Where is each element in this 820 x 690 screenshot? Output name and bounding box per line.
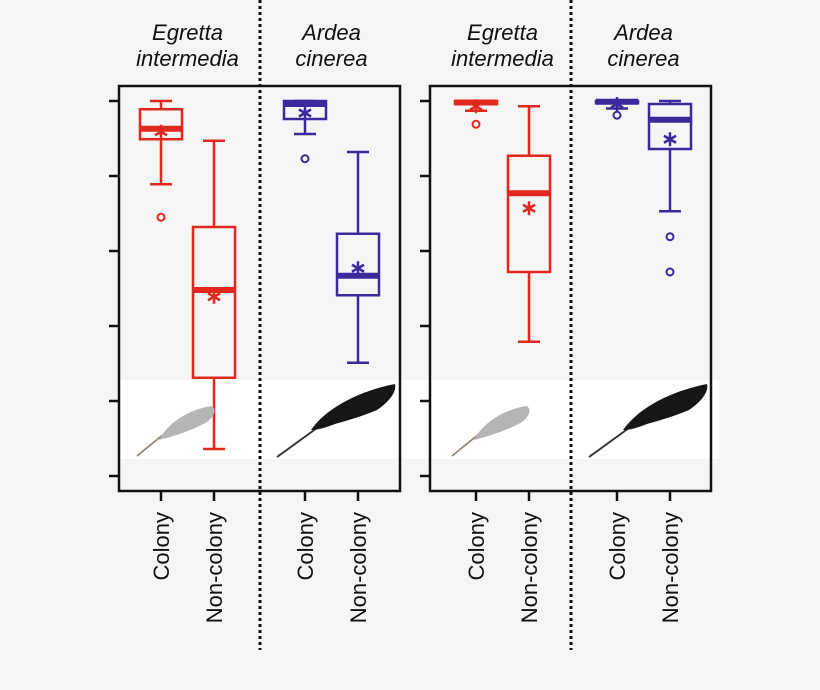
box-colony: Colony: [282, 99, 328, 580]
species-label: Egretta intermedia: [451, 20, 554, 71]
feather-image: [276, 384, 396, 458]
outlier-point: [665, 267, 675, 277]
iqr-box: [647, 102, 693, 151]
species-label: Ardea cinerea: [607, 20, 679, 71]
feather-band: [120, 380, 720, 459]
species-group: Ardea cinerea Colony Non-colony: [282, 20, 381, 623]
species-genus: Ardea: [612, 20, 673, 45]
feather-vane: [474, 406, 530, 440]
mean-marker: [154, 124, 168, 139]
species-genus: Egretta: [152, 20, 223, 45]
mean-stroke: [207, 292, 221, 302]
iqr-box: [138, 108, 184, 141]
species-epithet: intermedia: [136, 46, 239, 71]
x-tick-label: Colony: [293, 512, 318, 580]
outlier-point: [612, 110, 622, 120]
mean-marker: [469, 99, 483, 114]
x-tick-label: Colony: [464, 512, 489, 580]
mean-stroke: [298, 108, 312, 118]
species-group: Egretta intermedia Colony Non-colony: [136, 20, 239, 623]
species-label: Egretta intermedia: [136, 20, 239, 71]
x-tick-label: Non-colony: [202, 512, 227, 623]
box-non-colony: Non-colony: [191, 139, 237, 623]
species-genus: Ardea: [300, 20, 361, 45]
box-non-colony: Non-colony: [335, 150, 381, 623]
iqr-box: [335, 232, 381, 297]
feather-vane: [159, 406, 215, 440]
mean-marker: [351, 261, 365, 276]
mean-marker: [522, 201, 536, 216]
iqr-box: [506, 154, 552, 274]
mean-stroke: [469, 101, 483, 111]
box-colony: Colony: [594, 97, 640, 580]
feather-shaft: [588, 427, 630, 458]
feather-vane: [311, 384, 396, 430]
species-group: Egretta intermedia Colony Non-colony: [451, 20, 554, 623]
outlier-point: [156, 212, 166, 222]
iqr-box: [191, 225, 237, 379]
box-colony: Colony: [138, 99, 184, 580]
species-group: Ardea cinerea Colony Non-colony: [594, 20, 693, 623]
x-tick-label: Non-colony: [346, 512, 371, 623]
mean-stroke: [522, 203, 536, 213]
species-epithet: cinerea: [295, 46, 367, 71]
box-non-colony: Non-colony: [647, 99, 693, 623]
mean-marker: [207, 289, 221, 304]
outlier-point: [471, 119, 481, 129]
x-tick-label: Colony: [605, 512, 630, 580]
feather-vane: [623, 384, 708, 430]
feather-image: [588, 384, 708, 458]
species-genus: Egretta: [467, 20, 538, 45]
outlier-point: [300, 154, 310, 164]
feather-shaft: [276, 427, 318, 458]
species-epithet: cinerea: [607, 46, 679, 71]
species-label: Ardea cinerea: [295, 20, 367, 71]
mean-marker: [298, 106, 312, 120]
x-tick-label: Colony: [149, 512, 174, 580]
mean-stroke: [154, 127, 168, 137]
box-non-colony: Non-colony: [506, 105, 552, 623]
x-tick-label: Non-colony: [658, 512, 683, 623]
mean-stroke: [610, 99, 624, 109]
mean-stroke: [663, 134, 677, 144]
outlier-point: [665, 232, 675, 242]
species-epithet: intermedia: [451, 46, 554, 71]
box-colony: Colony: [453, 99, 499, 580]
mean-marker: [610, 97, 624, 111]
x-tick-label: Non-colony: [517, 512, 542, 623]
mean-stroke: [351, 263, 365, 273]
mean-marker: [663, 132, 677, 147]
feather-image: [451, 406, 530, 457]
feather-image: [136, 406, 215, 457]
